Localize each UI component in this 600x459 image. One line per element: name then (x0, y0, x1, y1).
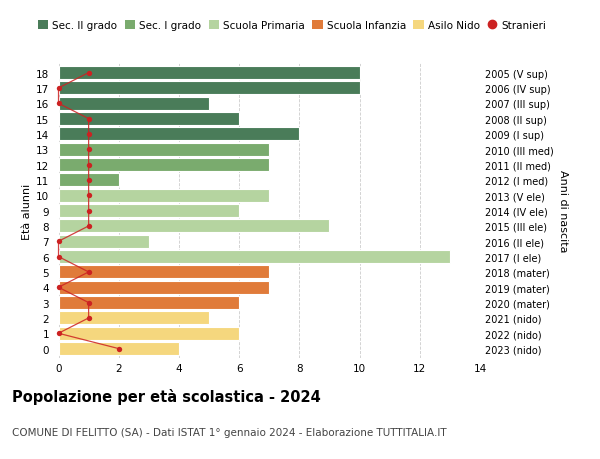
Point (84, 177, 94, 184)
Bar (59, 342, 179, 355)
Bar (59, 159, 269, 172)
Y-axis label: Età alunni: Età alunni (22, 183, 32, 239)
Point (84, 146, 94, 154)
Point (84, 314, 94, 322)
Point (54, 238, 64, 246)
Bar (59, 327, 239, 340)
Point (84, 269, 94, 276)
Bar (59, 251, 450, 263)
Bar (59, 128, 299, 141)
Bar (59, 205, 239, 218)
Point (84, 299, 94, 307)
Bar (59, 220, 329, 233)
Text: COMUNE DI FELITTO (SA) - Dati ISTAT 1° gennaio 2024 - Elaborazione TUTTITALIA.IT: COMUNE DI FELITTO (SA) - Dati ISTAT 1° g… (12, 427, 446, 437)
Point (84, 192, 94, 200)
Point (84, 223, 94, 230)
Bar (59, 174, 119, 187)
Point (84, 162, 94, 169)
Bar (59, 113, 239, 126)
Y-axis label: Anni di nascita: Anni di nascita (557, 170, 568, 252)
Point (54, 284, 64, 291)
Bar (59, 266, 269, 279)
Bar (59, 297, 239, 309)
Bar (59, 312, 209, 325)
Legend: Sec. II grado, Sec. I grado, Scuola Primaria, Scuola Infanzia, Asilo Nido, Stran: Sec. II grado, Sec. I grado, Scuola Prim… (34, 17, 551, 35)
Point (54, 253, 64, 261)
Point (84, 207, 94, 215)
Bar (59, 97, 209, 111)
Point (54, 85, 64, 92)
Bar (59, 67, 359, 80)
Point (84, 116, 94, 123)
Point (54, 101, 64, 108)
Bar (59, 144, 269, 157)
Bar (59, 235, 149, 248)
Bar (59, 82, 359, 95)
Text: Popolazione per età scolastica - 2024: Popolazione per età scolastica - 2024 (12, 388, 321, 404)
Bar (59, 281, 269, 294)
Point (114, 345, 124, 353)
Point (84, 70, 94, 77)
Point (84, 131, 94, 138)
Bar (59, 190, 269, 202)
Point (54, 330, 64, 337)
